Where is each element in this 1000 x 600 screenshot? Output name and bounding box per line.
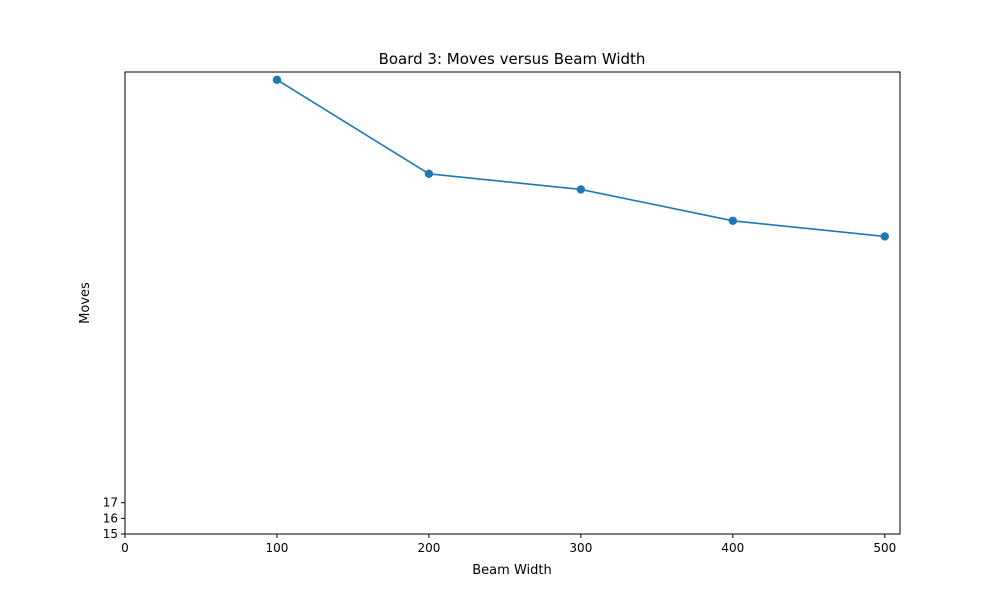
x-tick-label: 500 — [873, 541, 896, 555]
data-point — [728, 216, 738, 225]
chart-title: Board 3: Moves versus Beam Width — [379, 50, 646, 68]
y-tick-label: 15 — [103, 527, 118, 541]
y-tick-label: 16 — [103, 511, 118, 525]
x-tick-label: 400 — [721, 541, 744, 555]
x-axis-label: Beam Width — [472, 563, 551, 578]
x-tick-label: 0 — [121, 541, 129, 555]
x-tick-label: 300 — [569, 541, 592, 555]
data-point — [272, 75, 282, 85]
x-tick-label: 100 — [266, 541, 289, 555]
x-tick-label: 200 — [417, 541, 440, 555]
y-tick-label: 17 — [103, 496, 118, 510]
data-point — [424, 169, 434, 178]
y-axis-label: Moves — [78, 282, 93, 324]
plot-frame — [124, 71, 901, 535]
data-point — [880, 232, 890, 241]
data-point — [576, 185, 586, 194]
